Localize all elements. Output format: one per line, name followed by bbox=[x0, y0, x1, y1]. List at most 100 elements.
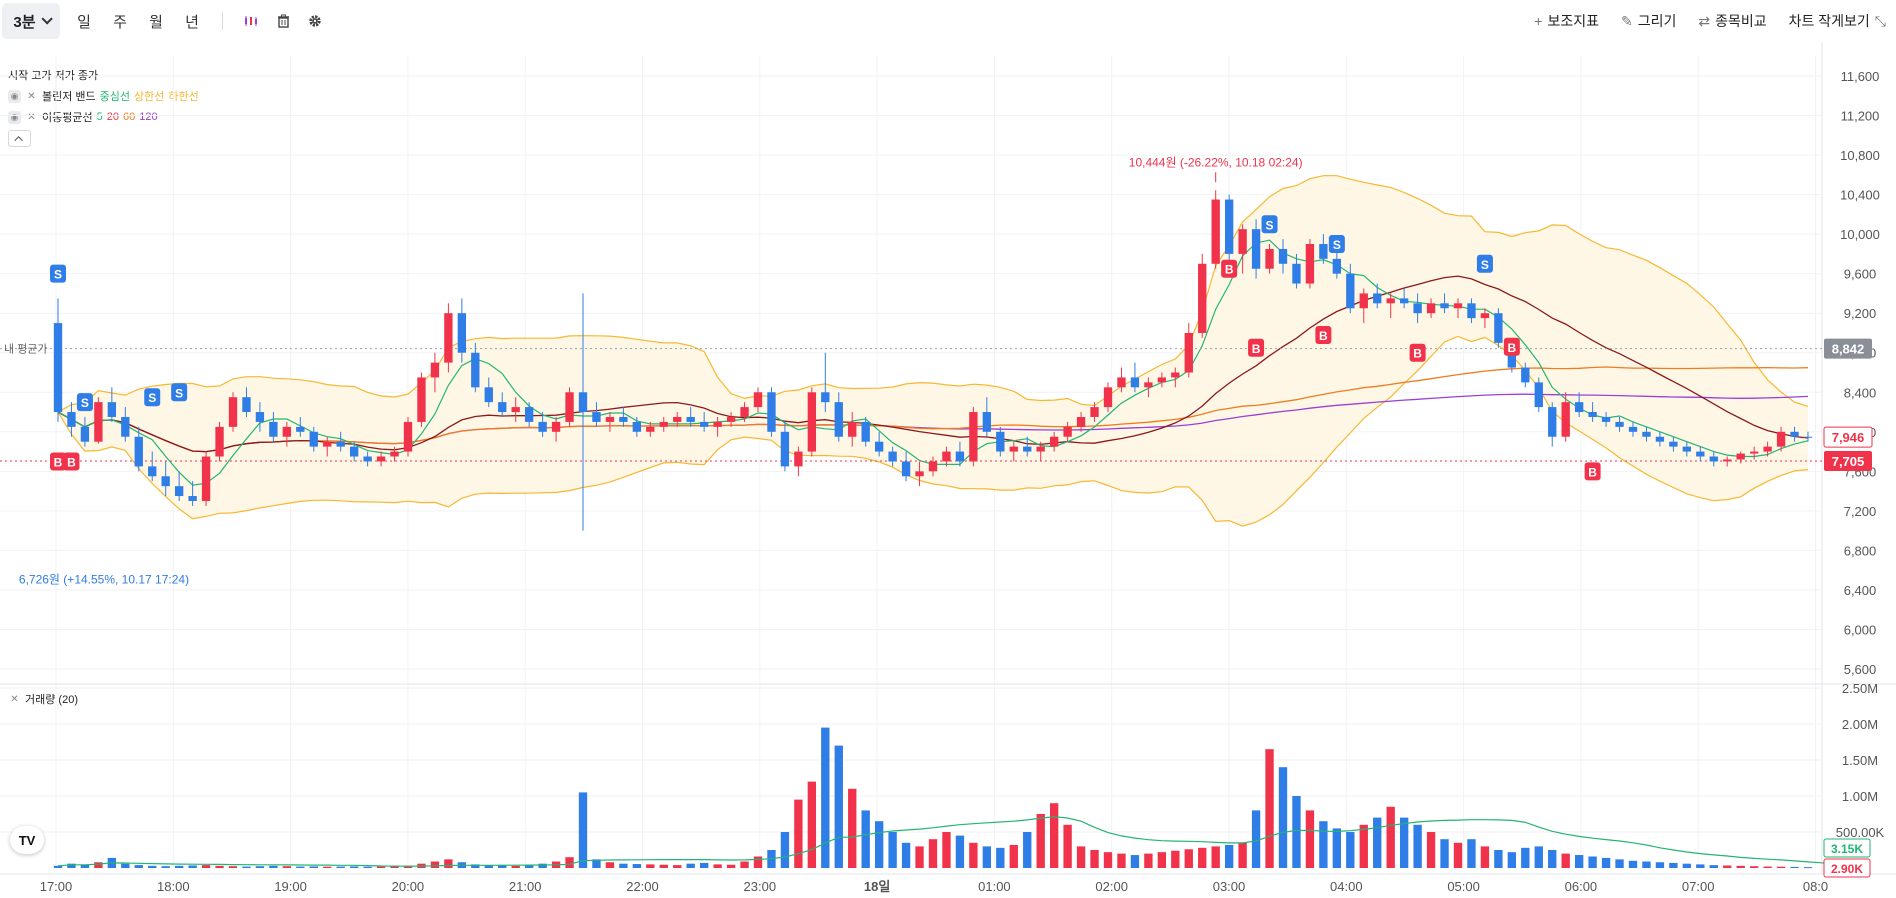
candle-body bbox=[1440, 303, 1449, 309]
period-month-button[interactable]: 월 bbox=[149, 13, 163, 31]
volume-bar bbox=[1628, 860, 1638, 868]
close-icon[interactable]: ✕ bbox=[27, 111, 36, 123]
volume-tick-label: 1.50M bbox=[1842, 753, 1878, 768]
y-tick-label: 5,600 bbox=[1844, 662, 1877, 677]
volume-bar bbox=[659, 864, 668, 868]
trash-icon[interactable] bbox=[267, 6, 299, 36]
volume-bar bbox=[471, 864, 480, 868]
candle-body bbox=[821, 392, 830, 403]
volume-legend: ✕ 거래량 (20) bbox=[8, 691, 78, 707]
signal-label: S bbox=[175, 386, 183, 400]
candle-body bbox=[901, 461, 911, 477]
volume-bar bbox=[996, 847, 1005, 868]
volume-bar bbox=[928, 839, 938, 868]
volume-bar bbox=[174, 865, 184, 868]
price-axis-label: 7,705 bbox=[1832, 454, 1865, 469]
buy-signal-marker bbox=[1584, 462, 1601, 481]
volume-bar bbox=[1117, 853, 1126, 868]
candle-body bbox=[376, 456, 386, 462]
candle-body bbox=[323, 441, 332, 447]
volume-bar bbox=[861, 810, 870, 868]
price-axis-label: 8,842 bbox=[1832, 342, 1865, 357]
toolbar-item-0[interactable]: + 보조지표 bbox=[1534, 11, 1599, 31]
candle-body bbox=[1494, 313, 1503, 343]
collapse-legend-button[interactable] bbox=[8, 130, 31, 147]
ma60-line bbox=[57, 366, 1809, 453]
volume-bar bbox=[699, 862, 709, 868]
candle-body bbox=[1574, 402, 1584, 413]
candle-type-icon[interactable] bbox=[235, 6, 267, 36]
toolbar-divider bbox=[222, 12, 223, 30]
candle-body bbox=[1776, 431, 1786, 447]
period-week-button[interactable]: 주 bbox=[113, 13, 127, 31]
period-year-button[interactable]: 년 bbox=[185, 13, 199, 31]
bollinger-center-label: 중심선 bbox=[99, 91, 131, 103]
volume-bar bbox=[1076, 846, 1086, 868]
gear-icon[interactable] bbox=[299, 6, 331, 36]
volume-axis-label: 3.15K bbox=[1831, 842, 1863, 856]
bollinger-legend: ◉ ✕ 볼린저 밴드 중심선 상한선 하한선 bbox=[8, 88, 199, 104]
volume-bar bbox=[188, 865, 197, 868]
candle-body bbox=[53, 323, 63, 413]
compare-icon: ⇄ bbox=[1698, 12, 1711, 29]
timeframe-label: 3분 bbox=[13, 13, 36, 31]
toolbar-right: + 보조지표 ✎ 그리기 ⇄ 종목비교 차트 작게보기 ⤡ bbox=[1534, 0, 1896, 42]
x-tick-label: 06:00 bbox=[1565, 879, 1598, 894]
candle-body bbox=[1373, 293, 1382, 304]
candle-body bbox=[349, 446, 359, 457]
volume-bar bbox=[1588, 856, 1597, 868]
volume-bar bbox=[1413, 824, 1422, 868]
volume-bar bbox=[1198, 847, 1207, 868]
volume-bar bbox=[1049, 803, 1059, 868]
volume-bar bbox=[215, 865, 224, 868]
bollinger-upper-label: 상한선 bbox=[134, 91, 165, 103]
x-tick-label: 04:00 bbox=[1330, 879, 1363, 894]
timeframe-select[interactable]: 3분 bbox=[2, 3, 60, 39]
period-day-button[interactable]: 일 bbox=[77, 13, 91, 31]
volume-bar bbox=[1265, 749, 1274, 868]
candle-body bbox=[1749, 451, 1759, 454]
volume-tick-label: 1.00M bbox=[1842, 789, 1878, 804]
signal-label: S bbox=[1333, 238, 1341, 252]
volume-bar bbox=[1023, 832, 1032, 868]
volume-bar bbox=[1332, 828, 1342, 868]
toolbar-item-label: 차트 작게보기 bbox=[1788, 13, 1870, 29]
candle-body bbox=[1009, 446, 1018, 452]
price-chart[interactable]: 11,600 11,200 10,800 10,400 10,000 9,600 9,200… bbox=[0, 42, 1896, 898]
eye-icon[interactable]: ◉ bbox=[8, 89, 21, 103]
y-tick-label: 6,400 bbox=[1844, 583, 1877, 598]
x-tick-label: 08:0 bbox=[1803, 879, 1828, 894]
volume-bar bbox=[1063, 824, 1072, 868]
candle-body bbox=[1723, 459, 1732, 462]
tradingview-logo[interactable]: TV bbox=[10, 826, 44, 854]
eye-icon[interactable]: ◉ bbox=[8, 110, 21, 124]
candle-body bbox=[726, 416, 736, 422]
candle-body bbox=[309, 431, 318, 447]
volume-bar bbox=[148, 865, 157, 868]
candle-body bbox=[1615, 421, 1624, 427]
volume-bar bbox=[1615, 859, 1624, 868]
candle-body bbox=[969, 412, 978, 462]
candle-body bbox=[1117, 377, 1126, 388]
volume-bar bbox=[1494, 850, 1503, 868]
candle-body bbox=[1184, 332, 1193, 373]
buy-signal-marker bbox=[1409, 343, 1426, 362]
candle-body bbox=[942, 451, 951, 462]
candle-body bbox=[551, 421, 561, 432]
toolbar-item-label: 그리기 bbox=[1637, 13, 1677, 29]
close-icon[interactable]: ✕ bbox=[27, 90, 36, 102]
toolbar-item-3[interactable]: 차트 작게보기 ⤡ bbox=[1789, 11, 1886, 31]
y-tick-label: 7,200 bbox=[1844, 504, 1877, 519]
sell-signal-marker bbox=[1261, 215, 1278, 234]
close-icon[interactable]: ✕ bbox=[10, 693, 19, 705]
shrink-icon: ⤡ bbox=[1874, 12, 1886, 29]
volume-bar bbox=[1171, 850, 1180, 868]
chevron-down-icon bbox=[41, 13, 53, 25]
toolbar-item-2[interactable]: ⇄ 종목비교 bbox=[1698, 11, 1766, 31]
candle-body bbox=[215, 426, 224, 457]
toolbar: 3분 일 주 월 년 + 보조지표 ✎ 그리기 ⇄ 종목비교 차트 작게보기 ⤡ bbox=[0, 0, 1896, 42]
ma-120-label: 120 bbox=[139, 111, 158, 123]
volume-bar bbox=[578, 792, 588, 868]
ma-legend: ◉ ✕ 이동평균선 5 20 60 120 bbox=[8, 109, 158, 125]
toolbar-item-1[interactable]: ✎ 그리기 bbox=[1621, 11, 1676, 31]
